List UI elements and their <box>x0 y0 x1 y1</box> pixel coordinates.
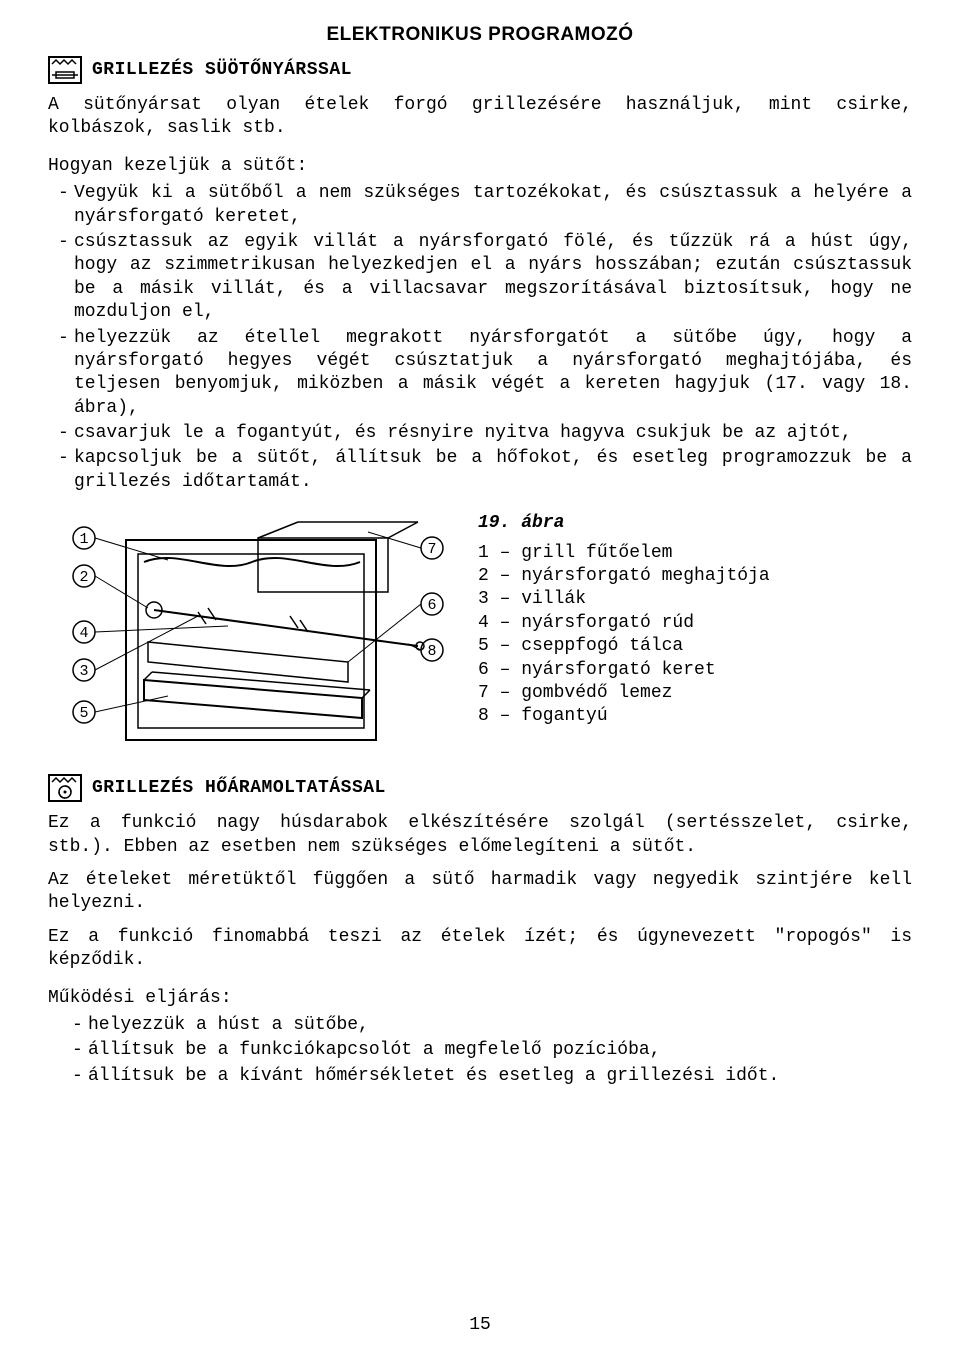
legend-item: 2 – nyársforgató meghajtója <box>478 565 912 588</box>
section1-bullet: csavarjuk le a fogantyút, és résnyire ny… <box>48 422 912 445</box>
page-number: 15 <box>0 1315 960 1335</box>
section2-bullet: állítsuk be a kívánt hőmérsékletet és es… <box>48 1065 912 1088</box>
section2-bullet: állítsuk be a funkciókapcsolót a megfele… <box>48 1039 912 1062</box>
section1-title: GRILLEZÉS SÜÖTŐNYÁRSSAL <box>92 60 352 80</box>
callout-3: 3 <box>79 663 88 680</box>
section1-howto-head: Hogyan kezeljük a sütőt: <box>48 155 912 178</box>
callout-7: 7 <box>427 541 436 558</box>
legend-item: 1 – grill fűtőelem <box>478 542 912 565</box>
section2-title: GRILLEZÉS HŐÁRAMOLTATÁSSAL <box>92 778 386 798</box>
section1-bullet: helyezzük az étellel megrakott nyársforg… <box>48 327 912 421</box>
section1-bullet: Vegyük ki a sütőből a nem szükséges tart… <box>48 182 912 229</box>
figure-legend: 19. ábra 1 – grill fűtőelem 2 – nyársfor… <box>478 512 912 729</box>
section2-proc-head: Működési eljárás: <box>48 987 912 1010</box>
grill-fan-icon <box>48 774 82 802</box>
callout-4: 4 <box>79 625 88 642</box>
section1-bullet: kapcsoljuk be a sütőt, állítsuk be a hőf… <box>48 447 912 494</box>
section1-heading-row: GRILLEZÉS SÜÖTŐNYÁRSSAL <box>48 56 912 84</box>
legend-item: 6 – nyársforgató keret <box>478 659 912 682</box>
legend-item: 7 – gombvédő lemez <box>478 682 912 705</box>
section1-bullet: csúsztassuk az egyik villát a nyársforga… <box>48 231 912 325</box>
header-title: ELEKTRONIKUS PROGRAMOZÓ <box>48 24 912 46</box>
legend-item: 4 – nyársforgató rúd <box>478 612 912 635</box>
section2-bullet-list: helyezzük a húst a sütőbe, állítsuk be a… <box>48 1014 912 1088</box>
section2-p2: Az ételeket méretüktől függően a sütő ha… <box>48 869 912 916</box>
section1-intro: A sütőnyársat olyan ételek forgó grillez… <box>48 94 912 141</box>
section2-heading-row: GRILLEZÉS HŐÁRAMOLTATÁSSAL <box>48 774 912 802</box>
callout-8: 8 <box>427 643 436 660</box>
section2-p1: Ez a funkció nagy húsdarabok elkészítésé… <box>48 812 912 859</box>
section2-bullet: helyezzük a húst a sütőbe, <box>48 1014 912 1037</box>
section1-bullet-list: Vegyük ki a sütőből a nem szükséges tart… <box>48 182 912 494</box>
oven-diagram: 1 2 4 3 5 7 6 8 <box>48 512 448 752</box>
callout-6: 6 <box>427 597 436 614</box>
legend-item: 8 – fogantyú <box>478 705 912 728</box>
legend-item: 3 – villák <box>478 588 912 611</box>
figure-title: 19. ábra <box>478 512 912 535</box>
legend-item: 5 – cseppfogó tálca <box>478 635 912 658</box>
callout-5: 5 <box>79 705 88 722</box>
grill-spit-icon <box>48 56 82 84</box>
figure-row: 1 2 4 3 5 7 6 8 19. ábra <box>48 512 912 752</box>
callout-2: 2 <box>79 569 88 586</box>
callout-1: 1 <box>79 531 88 548</box>
section2-p3: Ez a funkció finomabbá teszi az ételek í… <box>48 926 912 973</box>
